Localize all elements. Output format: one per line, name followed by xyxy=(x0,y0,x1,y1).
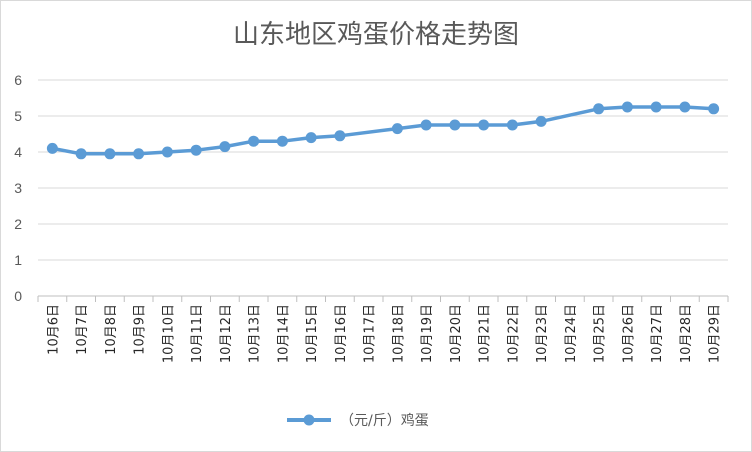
x-tick-label: 10月20日 xyxy=(449,304,464,363)
data-point xyxy=(104,148,116,160)
data-point xyxy=(190,144,202,156)
x-tick-label: 10月18日 xyxy=(391,304,406,363)
data-point xyxy=(391,123,403,135)
data-point xyxy=(75,148,87,160)
y-tick-label: 2 xyxy=(14,216,22,232)
x-tick-label: 10月29日 xyxy=(708,304,723,363)
series-layer xyxy=(46,101,720,160)
x-tick-label: 10月21日 xyxy=(478,304,493,363)
data-point xyxy=(276,135,288,147)
x-tick-label: 10月26日 xyxy=(621,304,636,363)
x-tick-label: 10月23日 xyxy=(535,304,550,363)
x-axis-ticks: 10月6日 10月7日 10月8日 10月9日 10月10日 10月11日 10月12日 10… xyxy=(46,304,722,363)
legend: （元/斤）鸡蛋 xyxy=(287,412,429,429)
gridlines xyxy=(37,79,729,302)
data-point xyxy=(133,148,145,160)
chart-title: 山东地区鸡蛋价格走势图 xyxy=(233,20,519,50)
data-point xyxy=(248,135,260,147)
y-axis-ticks: 0 1 2 3 4 5 6 xyxy=(14,72,22,304)
x-tick-label: 10月22日 xyxy=(506,304,521,363)
x-tick-label: 10月7日 xyxy=(75,304,90,355)
data-point xyxy=(621,101,633,113)
x-tick-label: 10月6日 xyxy=(46,304,61,355)
x-tick-label: 10月8日 xyxy=(104,304,119,355)
data-point xyxy=(535,115,547,127)
legend-label: （元/斤）鸡蛋 xyxy=(340,412,429,429)
x-tick-label: 10月17日 xyxy=(363,304,378,363)
data-point xyxy=(46,142,58,154)
x-tick-label: 10月10日 xyxy=(161,304,176,363)
y-tick-label: 0 xyxy=(14,288,22,304)
x-tick-label: 10月19日 xyxy=(420,304,435,363)
data-point xyxy=(219,141,231,153)
series-line xyxy=(50,105,716,156)
x-tick-label: 10月24日 xyxy=(564,304,579,363)
legend-marker-swatch xyxy=(303,414,315,426)
x-tick-label: 10月9日 xyxy=(133,304,148,355)
data-point xyxy=(593,103,605,115)
y-tick-label: 5 xyxy=(14,108,22,124)
data-point xyxy=(478,119,490,131)
data-point xyxy=(449,119,461,131)
x-tick-label: 10月11日 xyxy=(190,304,205,363)
x-tick-label: 10月27日 xyxy=(650,304,665,363)
data-point xyxy=(334,130,346,142)
y-tick-label: 4 xyxy=(14,144,22,160)
data-point xyxy=(708,103,720,115)
x-tick-label: 10月16日 xyxy=(334,304,349,363)
x-tick-label: 10月14日 xyxy=(276,304,291,363)
x-tick-label: 10月15日 xyxy=(305,304,320,363)
data-point xyxy=(305,132,317,144)
data-point xyxy=(506,119,518,131)
data-point xyxy=(679,101,691,113)
y-tick-label: 6 xyxy=(14,72,22,88)
y-tick-label: 3 xyxy=(14,180,22,196)
data-point xyxy=(161,146,173,158)
data-point xyxy=(650,101,662,113)
x-tick-label: 10月25日 xyxy=(593,304,608,363)
x-tick-label: 10月28日 xyxy=(679,304,694,363)
x-tick-label: 10月13日 xyxy=(248,304,263,363)
y-tick-label: 1 xyxy=(14,252,22,268)
x-tick-label: 10月12日 xyxy=(219,304,234,363)
data-point xyxy=(420,119,432,131)
